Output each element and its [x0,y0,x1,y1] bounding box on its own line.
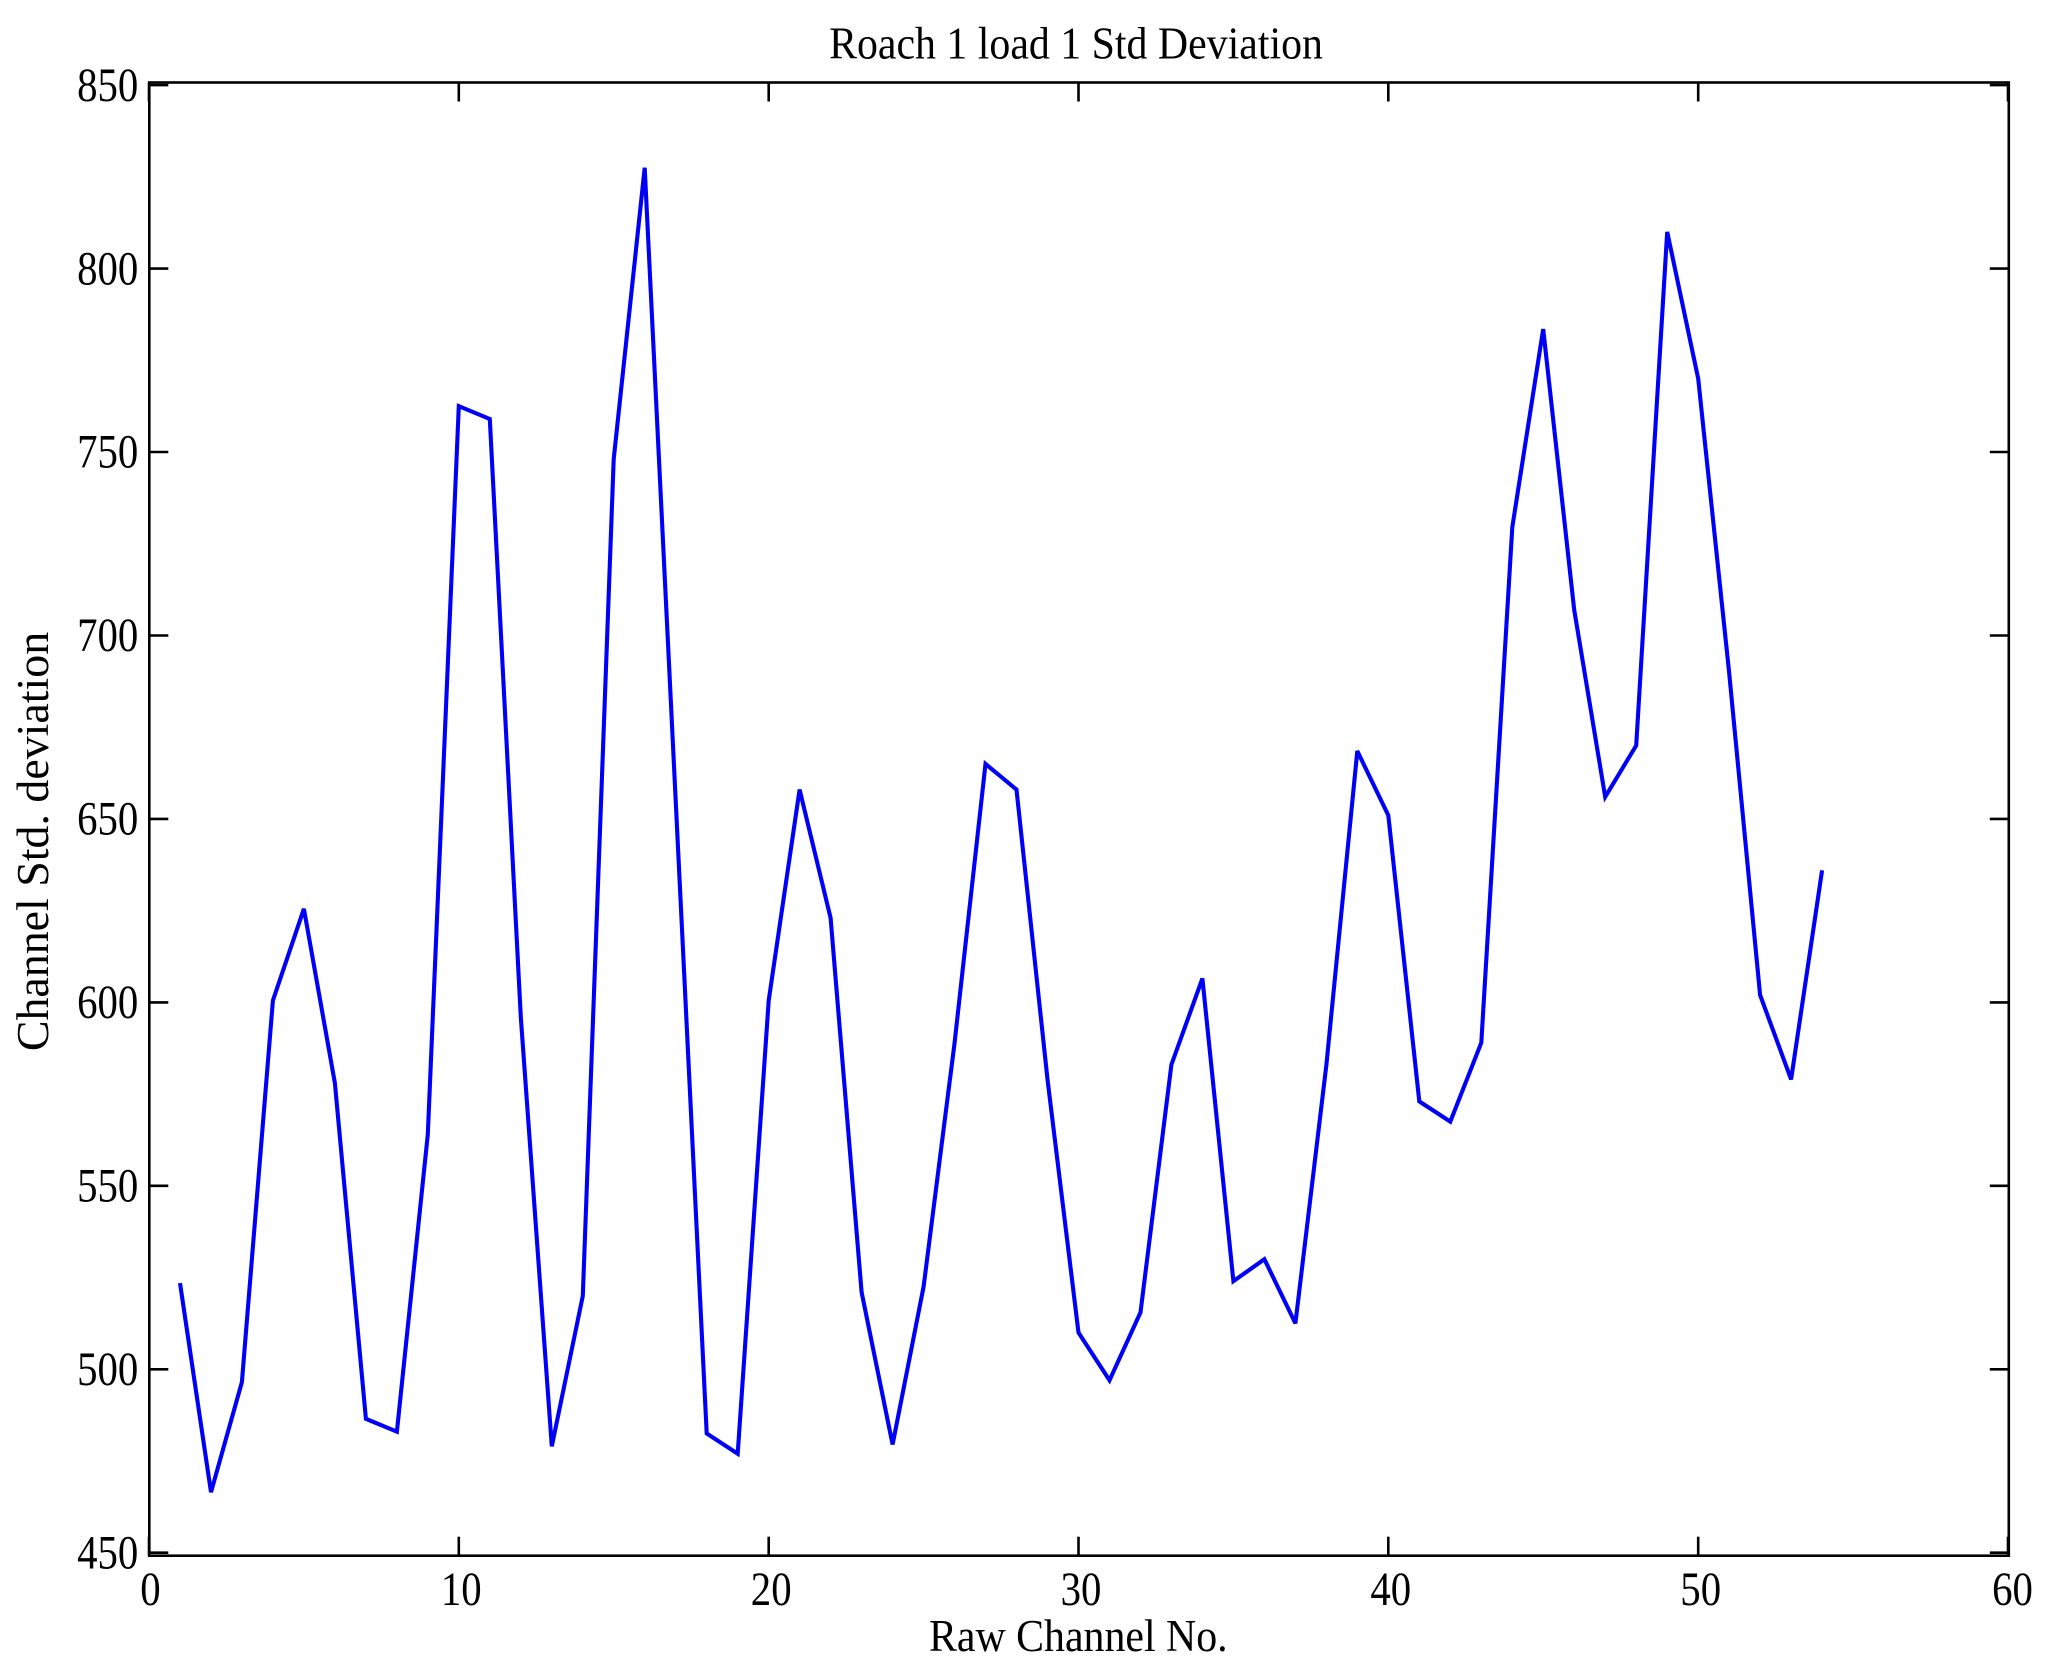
svg-text:Channel Std. deviation: Channel Std. deviation [7,632,57,1052]
svg-text:700: 700 [77,608,138,662]
svg-text:30: 30 [1061,1562,1102,1616]
svg-text:750: 750 [77,425,138,479]
svg-text:450: 450 [77,1525,138,1579]
svg-text:10: 10 [441,1562,482,1616]
svg-text:20: 20 [751,1562,792,1616]
svg-text:500: 500 [77,1342,138,1396]
svg-text:550: 550 [77,1158,138,1212]
svg-text:Raw Channel No.: Raw Channel No. [929,1612,1228,1662]
svg-text:60: 60 [1992,1562,2033,1616]
svg-text:800: 800 [77,241,138,295]
svg-text:850: 850 [77,58,138,112]
svg-text:650: 650 [77,791,138,845]
svg-text:Roach 1 load 1 Std Deviation: Roach 1 load 1 Std Deviation [829,19,1323,69]
svg-text:600: 600 [77,975,138,1029]
svg-text:50: 50 [1680,1562,1721,1616]
svg-text:0: 0 [140,1562,160,1616]
svg-text:40: 40 [1370,1562,1411,1616]
